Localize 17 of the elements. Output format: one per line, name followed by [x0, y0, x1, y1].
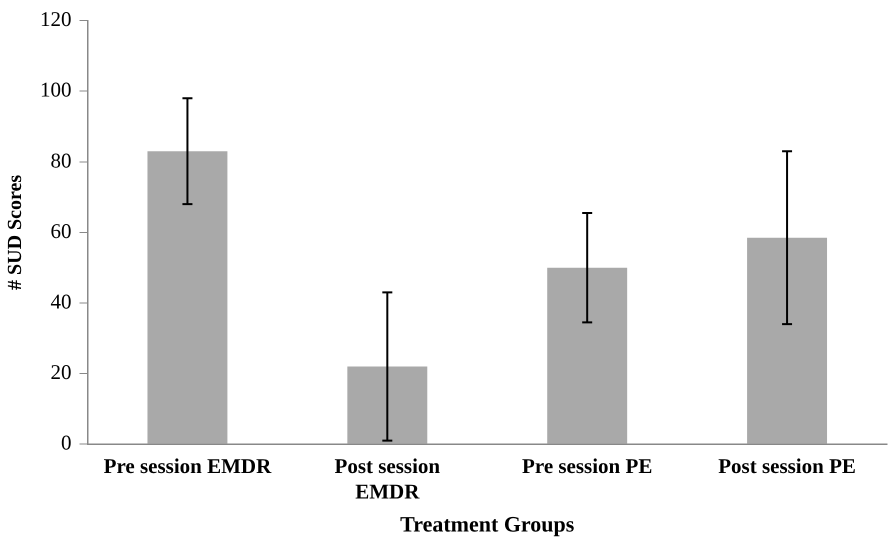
- y-tick-label: 40: [50, 290, 72, 314]
- x-tick-label: Post session PE: [718, 454, 856, 478]
- x-tick-label: Pre session EMDR: [104, 454, 272, 478]
- y-tick-label: 60: [50, 218, 72, 243]
- bar: [347, 366, 428, 444]
- y-tick-label: 80: [50, 148, 72, 172]
- y-tick-label: 120: [40, 7, 72, 32]
- bar: [547, 268, 628, 444]
- x-tick-label: Pre session PE: [522, 454, 652, 478]
- y-tick-label: 100: [40, 78, 72, 102]
- x-tick-label: Post session EMDR: [334, 454, 440, 504]
- y-tick-label: 20: [50, 360, 72, 384]
- y-tick-label: 0: [61, 430, 72, 455]
- y-axis-title: # SUD Scores: [4, 174, 26, 290]
- bar: [147, 151, 228, 444]
- bar: [747, 238, 828, 444]
- x-axis-title: Treatment Groups: [400, 511, 575, 536]
